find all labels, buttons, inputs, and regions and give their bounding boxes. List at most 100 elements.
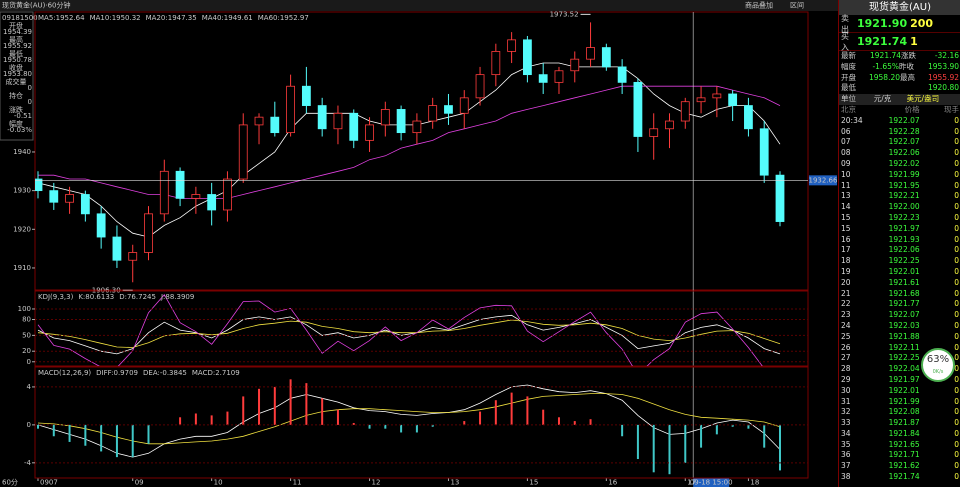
- toolbar-button[interactable]: 商品叠加: [745, 1, 773, 10]
- tick-time: 15: [841, 223, 851, 233]
- tick-volume: 0: [954, 169, 959, 179]
- candle-body: [80, 194, 90, 215]
- x-tick-label: 18: [750, 479, 759, 487]
- label: 卖出: [841, 13, 849, 34]
- unit[interactable]: 元/克: [873, 94, 892, 104]
- tick-volume: 0: [954, 158, 959, 168]
- legend-entry: MA60:1952.97: [258, 14, 309, 22]
- tick-volume: 0: [954, 234, 959, 244]
- panel-title: 现货黄金(AU): [839, 0, 960, 15]
- plot: [37, 294, 781, 366]
- y-tick-label: 50: [22, 331, 31, 339]
- annotation: 1973.52: [550, 10, 579, 18]
- y-tick-label: 80: [22, 316, 31, 324]
- info-value: 1955.92: [3, 42, 32, 50]
- candle-body: [507, 39, 517, 52]
- legend-entry: MA10:1950.32: [90, 14, 141, 22]
- speed-badge[interactable]: 63% 0K/s: [921, 348, 955, 382]
- candle-body: [191, 194, 201, 199]
- toolbar-button[interactable]: 区间: [790, 2, 804, 10]
- tick-price: 1922.23: [888, 212, 920, 222]
- tick-time: 17: [841, 245, 851, 255]
- tick-time: 22: [841, 299, 851, 309]
- info-value: 1950.78: [3, 56, 32, 64]
- legend-entry: K:80.6133: [78, 293, 114, 301]
- tick-time: 31: [841, 396, 851, 406]
- candle-body: [712, 93, 722, 99]
- tick-row: 08 1922.06 0: [839, 148, 960, 159]
- tick-price: 1922.11: [888, 342, 920, 352]
- legend-entry: DEA:-0.3845: [143, 369, 187, 377]
- tick-time: 10: [841, 169, 851, 179]
- quote-value: 1955.92: [927, 72, 959, 82]
- tick-price: 1922.06: [888, 148, 920, 158]
- x-tick-label: 17: [687, 479, 696, 487]
- tick-price: 1922.07: [888, 137, 920, 147]
- tick-row: 19 1922.01 0: [839, 267, 960, 278]
- tick-time: 37: [841, 461, 851, 471]
- percent: 63%: [926, 354, 950, 365]
- tick-volume: 0: [954, 331, 959, 341]
- tick-row: 11 1921.95 0: [839, 181, 960, 192]
- tick-row: 29 1921.97 0: [839, 375, 960, 386]
- quote-label: 最高: [900, 72, 915, 82]
- tick-row: 16 1921.93 0: [839, 235, 960, 246]
- candle-body: [270, 116, 280, 134]
- tick-price: 1922.07: [888, 310, 920, 320]
- x-tick-label: 13: [450, 479, 459, 487]
- candle-body: [696, 97, 706, 103]
- tick-price: 1922.04: [888, 364, 920, 374]
- info-value: -0.51: [14, 112, 32, 120]
- tick-time: 30: [841, 385, 851, 395]
- candle-body: [144, 213, 153, 253]
- tick-time: 16: [841, 234, 851, 244]
- tick-time: 21: [841, 288, 851, 298]
- panel-frame: [34, 290, 809, 367]
- candle-body: [223, 178, 232, 211]
- tick-time: 20: [841, 277, 851, 287]
- tick-row: 17 1922.06 0: [839, 245, 960, 256]
- tick-price: 1922.28: [888, 126, 920, 136]
- quote-row: 最新 1921.74 涨跌 -32.16: [839, 51, 960, 62]
- tick-time: 24: [841, 320, 851, 330]
- tick-time: 07: [841, 137, 851, 147]
- price: 1921.74: [857, 35, 908, 48]
- unit[interactable]: 美元/盎司: [906, 94, 940, 104]
- x-axis-label: 60分: [2, 478, 18, 487]
- tick-price: 1921.88: [888, 331, 920, 341]
- quote-value: 1958.20: [868, 72, 900, 82]
- tick-volume: 0: [954, 288, 959, 298]
- candle-body: [617, 66, 627, 83]
- panel-frame: [34, 366, 809, 479]
- label: 买入: [841, 31, 849, 52]
- tick-time: 08: [841, 148, 851, 158]
- candle-body: [238, 124, 248, 180]
- tick-time: 27: [841, 353, 851, 363]
- tick-price: 1922.02: [888, 158, 920, 168]
- x-tick-label: 12: [372, 479, 381, 487]
- annotation: 1906.30: [92, 286, 121, 294]
- tick-row: 26 1922.11 0: [839, 343, 960, 354]
- info-label: 最低: [9, 49, 23, 58]
- x-tick-label: 10: [214, 479, 223, 487]
- indicator-line: [37, 314, 781, 355]
- indicator-line: [37, 294, 763, 366]
- tick-row: 07 1922.07 0: [839, 137, 960, 148]
- info-label: 幅度: [9, 119, 23, 128]
- sell-row: 卖出 1921.90 200: [839, 13, 960, 34]
- tick-volume: 0: [954, 407, 959, 417]
- info-time: 09181500: [2, 14, 38, 22]
- info-label: 开盘: [9, 21, 23, 30]
- tick-price: 1922.25: [888, 353, 920, 363]
- tick-price: 1921.65: [888, 439, 920, 449]
- x-tick-label: 0907: [40, 479, 58, 487]
- legend-entry: MA5:1952.64: [38, 14, 85, 22]
- tick-time: 19: [841, 266, 851, 276]
- candle-body: [444, 105, 453, 114]
- y-tick-label: 20: [22, 347, 31, 355]
- y-tick-label: 1920: [13, 225, 31, 233]
- tick-row: 06 1922.28 0: [839, 127, 960, 138]
- buy-row: 买入 1921.74 1: [839, 31, 960, 52]
- col: 现手: [943, 104, 959, 114]
